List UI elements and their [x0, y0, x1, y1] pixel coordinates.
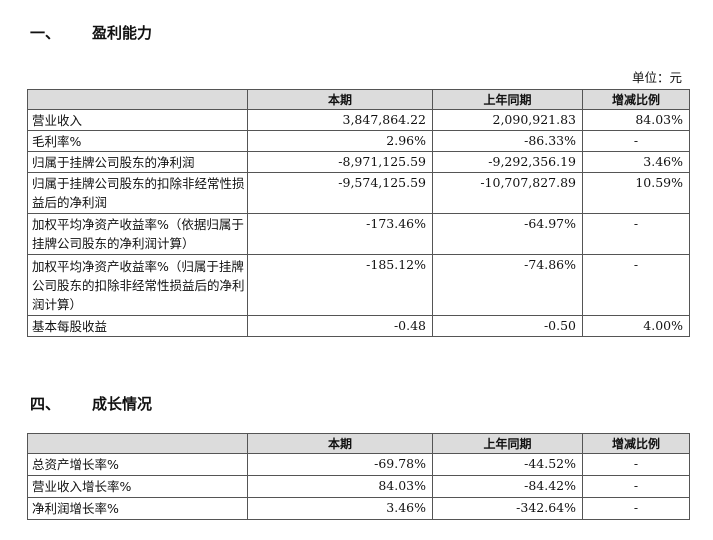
section-title: 成长情况	[92, 395, 153, 413]
table-row: 净利润增长率% 3.46% -342.64% -	[27, 497, 690, 520]
table-header-row: 本期 上年同期 增减比例	[27, 433, 690, 454]
section-heading-growth: 四、 成长情况	[30, 393, 152, 414]
section-number: 一、	[30, 24, 61, 42]
previous-value: -9,292,356.19	[432, 151, 583, 173]
row-label: 加权平均净资产收益率%（归属于挂牌公司股东的扣除非经常性损益后的净利润计算）	[27, 254, 248, 316]
table-row: 归属于挂牌公司股东的净利润 -8,971,125.59 -9,292,356.1…	[27, 151, 690, 173]
change-value: 84.03%	[582, 109, 690, 131]
header-item	[27, 433, 248, 454]
section-number: 四、	[30, 395, 61, 413]
table-row: 毛利率% 2.96% -86.33% -	[27, 130, 690, 152]
change-value: -	[582, 254, 690, 316]
previous-value: -86.33%	[432, 130, 583, 152]
header-previous: 上年同期	[432, 89, 583, 110]
profitability-table: 本期 上年同期 增减比例 营业收入 3,847,864.22 2,090,921…	[27, 89, 690, 337]
header-current: 本期	[247, 89, 433, 110]
change-value: -	[582, 453, 690, 476]
section-heading-profitability: 一、 盈利能力	[30, 22, 152, 43]
previous-value: -84.42%	[432, 475, 583, 498]
table-row: 基本每股收益 -0.48 -0.50 4.00%	[27, 315, 690, 337]
current-value: 2.96%	[247, 130, 433, 152]
current-value: -173.46%	[247, 213, 433, 255]
row-label: 归属于挂牌公司股东的净利润	[27, 151, 248, 173]
previous-value: -74.86%	[432, 254, 583, 316]
current-value: -69.78%	[247, 453, 433, 476]
row-label: 毛利率%	[27, 130, 248, 152]
current-value: 3,847,864.22	[247, 109, 433, 131]
row-label: 营业收入	[27, 109, 248, 131]
change-value: -	[582, 475, 690, 498]
current-value: -8,971,125.59	[247, 151, 433, 173]
header-current: 本期	[247, 433, 433, 454]
change-value: 10.59%	[582, 172, 690, 214]
previous-value: -44.52%	[432, 453, 583, 476]
row-label: 营业收入增长率%	[27, 475, 248, 498]
row-label: 净利润增长率%	[27, 497, 248, 520]
row-label: 加权平均净资产收益率%（依据归属于挂牌公司股东的净利润计算）	[27, 213, 248, 255]
growth-table: 本期 上年同期 增减比例 总资产增长率% -69.78% -44.52% - 营…	[27, 433, 690, 520]
table-row: 加权平均净资产收益率%（依据归属于挂牌公司股东的净利润计算） -173.46% …	[27, 213, 690, 255]
previous-value: 2,090,921.83	[432, 109, 583, 131]
current-value: -185.12%	[247, 254, 433, 316]
change-value: 3.46%	[582, 151, 690, 173]
table-row: 营业收入增长率% 84.03% -84.42% -	[27, 475, 690, 498]
current-value: 84.03%	[247, 475, 433, 498]
current-value: 3.46%	[247, 497, 433, 520]
row-label: 基本每股收益	[27, 315, 248, 337]
table-row: 营业收入 3,847,864.22 2,090,921.83 84.03%	[27, 109, 690, 131]
row-label: 归属于挂牌公司股东的扣除非经常性损益后的净利润	[27, 172, 248, 214]
table-row: 加权平均净资产收益率%（归属于挂牌公司股东的扣除非经常性损益后的净利润计算） -…	[27, 254, 690, 316]
header-item	[27, 89, 248, 110]
previous-value: -0.50	[432, 315, 583, 337]
section-title: 盈利能力	[92, 24, 153, 42]
current-value: -9,574,125.59	[247, 172, 433, 214]
previous-value: -10,707,827.89	[432, 172, 583, 214]
change-value: 4.00%	[582, 315, 690, 337]
table-header-row: 本期 上年同期 增减比例	[27, 89, 690, 110]
header-previous: 上年同期	[432, 433, 583, 454]
change-value: -	[582, 213, 690, 255]
current-value: -0.48	[247, 315, 433, 337]
header-change: 增减比例	[582, 433, 690, 454]
previous-value: -64.97%	[432, 213, 583, 255]
row-label: 总资产增长率%	[27, 453, 248, 476]
unit-label: 单位：元	[631, 70, 682, 85]
previous-value: -342.64%	[432, 497, 583, 520]
table-row: 归属于挂牌公司股东的扣除非经常性损益后的净利润 -9,574,125.59 -1…	[27, 172, 690, 214]
table-row: 总资产增长率% -69.78% -44.52% -	[27, 453, 690, 476]
header-change: 增减比例	[582, 89, 690, 110]
change-value: -	[582, 497, 690, 520]
change-value: -	[582, 130, 690, 152]
